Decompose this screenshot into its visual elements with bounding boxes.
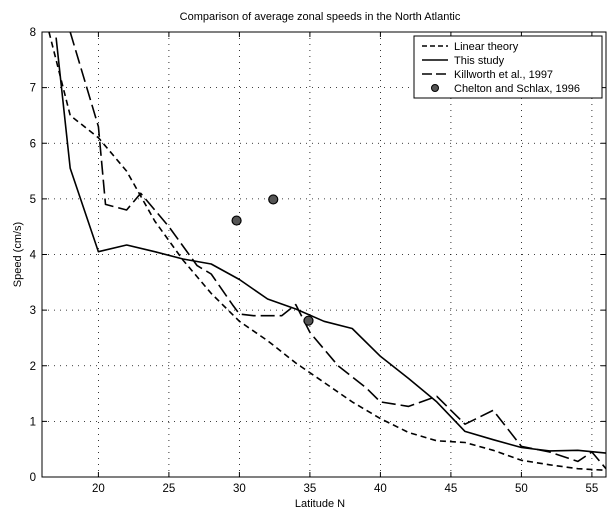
y-tick-label: 2 xyxy=(30,361,36,373)
x-tick-label: 50 xyxy=(515,483,528,495)
legend-box xyxy=(413,35,603,99)
legend-marker-chelton-and-schlax-1996 xyxy=(431,84,439,92)
y-tick-label: 6 xyxy=(30,138,36,150)
y-tick-label: 0 xyxy=(30,472,36,484)
x-tick-label: 55 xyxy=(586,483,599,495)
x-tick-label: 45 xyxy=(445,483,458,495)
legend-label-this-study: This study xyxy=(454,55,505,67)
y-tick-label: 7 xyxy=(30,83,36,95)
legend-label-killworth-et-al-1997: Killworth et al., 1997 xyxy=(454,69,553,81)
series-layer xyxy=(48,32,606,472)
x-tick-label: 30 xyxy=(233,483,246,495)
x-tick-label: 25 xyxy=(163,483,176,495)
x-axis-label: Latitude N xyxy=(295,498,345,510)
data-point-chelton-and-schlax-1996 xyxy=(231,215,242,226)
y-tick-label: 8 xyxy=(30,27,36,39)
series-line-this-study xyxy=(55,37,606,454)
grid xyxy=(42,31,606,478)
y-tick-label: 1 xyxy=(30,416,36,428)
legend-label-linear-theory: Linear theory xyxy=(454,41,519,53)
y-tick-label: 4 xyxy=(30,250,37,262)
series-line-killworth-et-al-1997 xyxy=(69,32,606,470)
x-tick-label: 35 xyxy=(304,483,317,495)
data-point-chelton-and-schlax-1996 xyxy=(303,315,314,326)
x-tick-label: 20 xyxy=(92,483,105,495)
x-tick-label: 40 xyxy=(374,483,387,495)
series-line-linear-theory xyxy=(48,32,606,472)
y-axis-label: Speed (cm/s) xyxy=(12,222,24,287)
chart-title: Comparison of average zonal speeds in th… xyxy=(180,11,461,23)
data-point-chelton-and-schlax-1996 xyxy=(268,194,279,205)
legend: Linear theory This study Killworth et al.,… xyxy=(413,35,603,99)
legend-label-chelton-and-schlax-1996: Chelton and Schlax, 1996 xyxy=(454,83,580,95)
y-tick-label: 5 xyxy=(30,194,36,206)
y-tick-label: 3 xyxy=(30,305,36,317)
